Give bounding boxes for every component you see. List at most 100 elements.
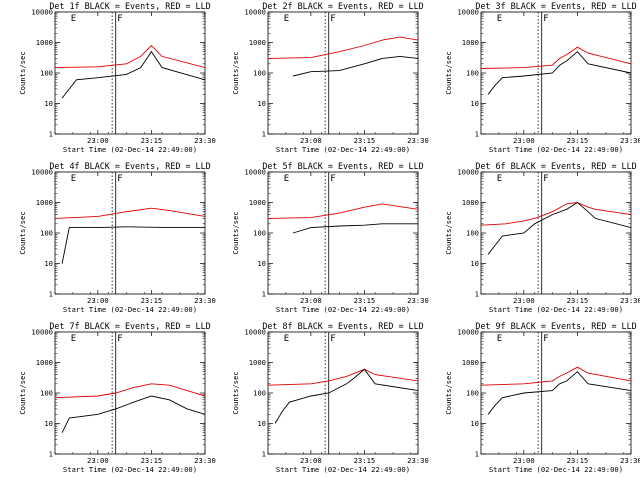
y-tick-label: 1000 (249, 38, 266, 47)
y-tick-label: 1 (475, 450, 479, 459)
x-tick-label: 23:15 (567, 136, 589, 145)
lld-series-line (55, 383, 205, 399)
y-tick-label: 10000 (457, 168, 479, 177)
y-tick-label: 1000 (249, 198, 266, 207)
x-tick-label: 23:30 (194, 456, 216, 465)
y-axis-label: Counts/sec (18, 371, 27, 414)
marker-label: E (284, 14, 289, 24)
y-tick-label: 100 (253, 229, 266, 238)
x-tick-label: 23:15 (141, 296, 163, 305)
y-tick-label: 1 (262, 130, 266, 139)
y-tick-label: 10000 (31, 8, 53, 17)
y-tick-label: 1000 (462, 198, 479, 207)
x-axis-label: Start Time (02-Dec-14 22:49:00) (276, 145, 410, 154)
x-tick-label: 23:30 (620, 456, 640, 465)
panel-title: Det 8f BLACK = Events, RED = LLD (262, 321, 423, 331)
lld-series-line (481, 202, 631, 226)
x-tick-label: 23:30 (620, 136, 640, 145)
lld-series-line (268, 36, 418, 59)
x-axis-label: Start Time (02-Dec-14 22:49:00) (489, 145, 623, 154)
x-tick-label: 23:00 (87, 296, 109, 305)
x-tick-label: 23:30 (407, 136, 429, 145)
x-tick-label: 23:15 (567, 456, 589, 465)
events-series-line (487, 51, 631, 95)
x-axis-label: Start Time (02-Dec-14 22:49:00) (276, 305, 410, 314)
y-axis-label: Counts/sec (444, 371, 453, 414)
lld-series-line (268, 203, 418, 219)
panel-1: Det 1f BLACK = Events, RED = LLD 1 10 100 10… (18, 1, 216, 154)
events-series-line (292, 223, 418, 234)
y-tick-label: 10000 (244, 168, 266, 177)
y-tick-label: 10000 (244, 328, 266, 337)
marker-label: F (330, 334, 335, 344)
x-tick-label: 23:15 (354, 136, 376, 145)
x-tick-label: 23:00 (87, 456, 109, 465)
marker-label: E (284, 334, 289, 344)
x-tick-label: 23:15 (354, 456, 376, 465)
events-series-line (487, 371, 631, 415)
y-tick-label: 10000 (457, 328, 479, 337)
x-axis-label: Start Time (02-Dec-14 22:49:00) (63, 305, 197, 314)
y-axis-label: Counts/sec (444, 211, 453, 254)
y-tick-label: 1000 (36, 198, 53, 207)
y-tick-label: 100 (466, 229, 479, 238)
plot-frame (267, 11, 419, 135)
y-tick-label: 10 (44, 259, 53, 268)
panel-6: Det 6f BLACK = Events, RED = LLD 1 10 100 10… (444, 161, 640, 314)
plot-frame (267, 171, 419, 295)
panel-title: Det 7f BLACK = Events, RED = LLD (49, 321, 210, 331)
plot-frame (480, 11, 632, 135)
y-tick-label: 1 (49, 130, 53, 139)
y-tick-label: 1 (49, 450, 53, 459)
y-tick-label: 1 (475, 130, 479, 139)
y-tick-label: 1000 (36, 38, 53, 47)
x-axis-label: Start Time (02-Dec-14 22:49:00) (276, 465, 410, 474)
panel-title: Det 1f BLACK = Events, RED = LLD (49, 1, 210, 11)
y-tick-label: 100 (40, 69, 53, 78)
x-axis-label: Start Time (02-Dec-14 22:49:00) (489, 465, 623, 474)
y-tick-label: 10 (44, 99, 53, 108)
events-series-line (61, 395, 205, 433)
panel-title: Det 2f BLACK = Events, RED = LLD (262, 1, 423, 11)
x-axis-label: Start Time (02-Dec-14 22:49:00) (489, 305, 623, 314)
marker-label: F (543, 334, 548, 344)
panel-7: Det 7f BLACK = Events, RED = LLD 1 10 100 10… (18, 321, 216, 474)
y-tick-label: 100 (466, 69, 479, 78)
x-tick-label: 23:00 (300, 296, 322, 305)
x-axis-label: Start Time (02-Dec-14 22:49:00) (63, 145, 197, 154)
y-tick-label: 1000 (462, 358, 479, 367)
y-tick-label: 10000 (457, 8, 479, 17)
panel-title: Det 5f BLACK = Events, RED = LLD (262, 161, 423, 171)
panel-title: Det 6f BLACK = Events, RED = LLD (475, 161, 636, 171)
plot-frame (54, 171, 206, 295)
y-tick-label: 10 (470, 99, 479, 108)
y-tick-label: 100 (253, 69, 266, 78)
x-tick-label: 23:15 (141, 456, 163, 465)
x-tick-label: 23:15 (141, 136, 163, 145)
y-tick-label: 10 (44, 419, 53, 428)
x-tick-label: 23:30 (194, 296, 216, 305)
x-tick-label: 23:00 (300, 456, 322, 465)
panel-title: Det 3f BLACK = Events, RED = LLD (475, 1, 636, 11)
y-tick-label: 10000 (31, 168, 53, 177)
y-axis-label: Counts/sec (231, 211, 240, 254)
x-tick-label: 23:00 (87, 136, 109, 145)
panel-3: Det 3f BLACK = Events, RED = LLD 1 10 100 10… (444, 1, 640, 154)
panel-title: Det 9f BLACK = Events, RED = LLD (475, 321, 636, 331)
y-tick-label: 1 (49, 290, 53, 299)
events-series-line (61, 226, 205, 264)
y-tick-label: 100 (40, 389, 53, 398)
marker-label: E (497, 334, 502, 344)
events-series-line (274, 368, 418, 424)
y-axis-label: Counts/sec (231, 371, 240, 414)
marker-label: E (284, 174, 289, 184)
lld-series-line (481, 366, 631, 386)
y-tick-label: 1 (475, 290, 479, 299)
y-tick-label: 1000 (462, 38, 479, 47)
panel-2: Det 2f BLACK = Events, RED = LLD 1 10 100 10… (231, 1, 429, 154)
y-tick-label: 10 (257, 99, 266, 108)
x-tick-label: 23:00 (513, 136, 535, 145)
events-series-line (292, 55, 418, 77)
x-tick-label: 23:30 (194, 136, 216, 145)
y-axis-label: Counts/sec (18, 51, 27, 94)
